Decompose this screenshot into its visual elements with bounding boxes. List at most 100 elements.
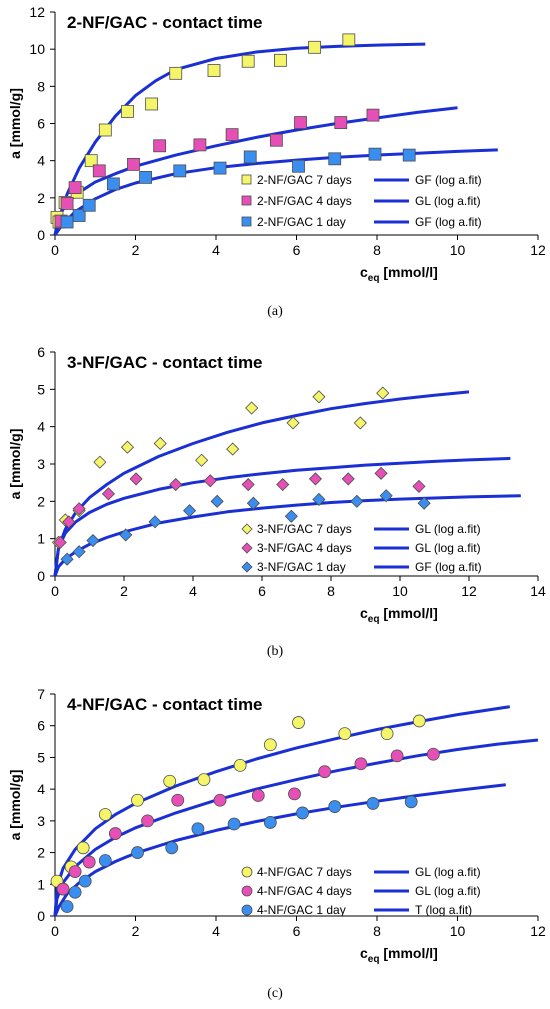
legend-marker	[241, 542, 253, 554]
legend-fit-label: T (log a.fit)	[415, 903, 472, 917]
data-point	[62, 515, 76, 529]
data-point	[350, 494, 364, 508]
data-point	[233, 758, 247, 772]
data-point	[163, 774, 177, 788]
data-point	[284, 509, 298, 523]
series-3-points	[60, 147, 416, 229]
data-point	[286, 416, 300, 430]
x-tick-label: 12	[530, 242, 546, 258]
data-point	[139, 170, 152, 184]
data-point	[412, 479, 426, 493]
data-point	[60, 215, 74, 229]
data-point	[241, 54, 255, 68]
data-point	[72, 545, 86, 559]
legend-fit-label: GF (log a.fit)	[415, 215, 482, 229]
data-point	[342, 33, 356, 47]
data-point	[82, 855, 96, 869]
y-tick-label: 6	[37, 344, 45, 360]
data-point	[308, 40, 322, 54]
y-tick-label: 3	[37, 813, 45, 829]
data-point	[148, 515, 162, 529]
x-tick-label: 12	[530, 923, 546, 939]
legend-entry-1: 4-NF/GAC 7 days GL (log a.fit)	[241, 865, 481, 879]
data-point	[53, 535, 67, 549]
x-tick-label: 2	[120, 583, 128, 599]
data-point	[203, 474, 217, 488]
y-tick-label: 7	[37, 686, 45, 702]
data-point	[213, 161, 227, 175]
data-point	[165, 841, 179, 855]
data-point	[263, 738, 277, 752]
data-point	[182, 504, 197, 518]
legend-marker	[241, 904, 253, 916]
x-tick-label: 0	[51, 923, 59, 939]
x-tick-label: 8	[373, 923, 381, 939]
legend-marker	[241, 523, 253, 535]
y-tick-label: 1	[37, 531, 45, 547]
data-point	[269, 133, 283, 147]
y-tick-label: 3	[37, 456, 45, 472]
data-point	[131, 793, 144, 807]
series-3-points	[60, 795, 418, 913]
data-point	[366, 797, 380, 810]
data-point	[374, 466, 388, 480]
chart-panel-a: 0 2 4 6 8 10 12 0 2 4 6 8 10 12 2-NF/GAC - contact tim…	[0, 0, 550, 330]
data-point	[276, 477, 290, 492]
data-point	[98, 854, 112, 867]
y-tick-label: 2	[37, 845, 45, 861]
data-point	[426, 747, 440, 761]
legend-label: 3-NF/GAC 7 days	[257, 522, 352, 536]
data-point	[312, 390, 326, 404]
y-tick-label: 5	[37, 749, 45, 765]
data-point	[60, 900, 74, 913]
chart-panel-c: 0 2 4 6 8 10 12 0 1 2 3 4 5 6 7 4-NF/GAC - contact time…	[0, 680, 550, 1009]
legend-fit-label: GF (log a.fit)	[415, 560, 482, 574]
data-point	[210, 494, 224, 508]
data-point	[68, 181, 82, 195]
legend-fit-label: GL (log a.fit)	[415, 194, 481, 208]
y-axis-title: a [mmol/g]	[7, 429, 23, 500]
data-point	[195, 453, 209, 467]
y-tick-label: 1	[37, 876, 45, 892]
legend-entry-2: 4-NF/GAC 4 days GL (log a.fit)	[241, 884, 481, 898]
data-point	[56, 882, 70, 896]
data-point	[292, 159, 305, 173]
x-tick-label: 10	[450, 242, 466, 258]
data-point	[84, 154, 98, 168]
data-point	[120, 440, 135, 454]
data-point	[404, 795, 418, 809]
y-tick-label: 2	[37, 190, 45, 206]
data-point	[368, 147, 382, 161]
caption-a: (a)	[267, 304, 283, 319]
data-point	[273, 53, 287, 67]
data-point	[108, 827, 122, 840]
series-2-points	[53, 466, 426, 549]
fit-curve-1	[53, 705, 511, 917]
data-point	[72, 209, 86, 222]
x-tick-label: 0	[51, 583, 59, 599]
data-point	[153, 436, 167, 451]
data-point	[145, 97, 159, 111]
data-point	[131, 846, 144, 859]
x-tick-label: 6	[293, 242, 301, 258]
caption-c: (c)	[267, 986, 283, 1001]
x-tick-label: 0	[51, 242, 59, 258]
legend-label: 2-NF/GAC 1 day	[257, 215, 346, 229]
data-point	[366, 108, 380, 122]
chart-a-svg: 0 2 4 6 8 10 12 0 2 4 6 8 10 12 2-NF/GAC - contact tim…	[7, 4, 546, 284]
legend-label: 3-NF/GAC 4 days	[257, 541, 352, 555]
legend-marker	[241, 561, 253, 573]
data-point	[171, 793, 185, 807]
legend-label: 4-NF/GAC 7 days	[257, 865, 352, 879]
data-point	[334, 116, 348, 129]
data-point	[263, 816, 277, 829]
data-point	[328, 152, 342, 166]
data-point	[243, 150, 257, 164]
data-point	[101, 487, 116, 501]
data-point	[68, 865, 82, 879]
data-point	[169, 477, 183, 492]
data-point	[318, 765, 332, 779]
data-point	[93, 455, 107, 469]
data-point	[354, 757, 368, 771]
